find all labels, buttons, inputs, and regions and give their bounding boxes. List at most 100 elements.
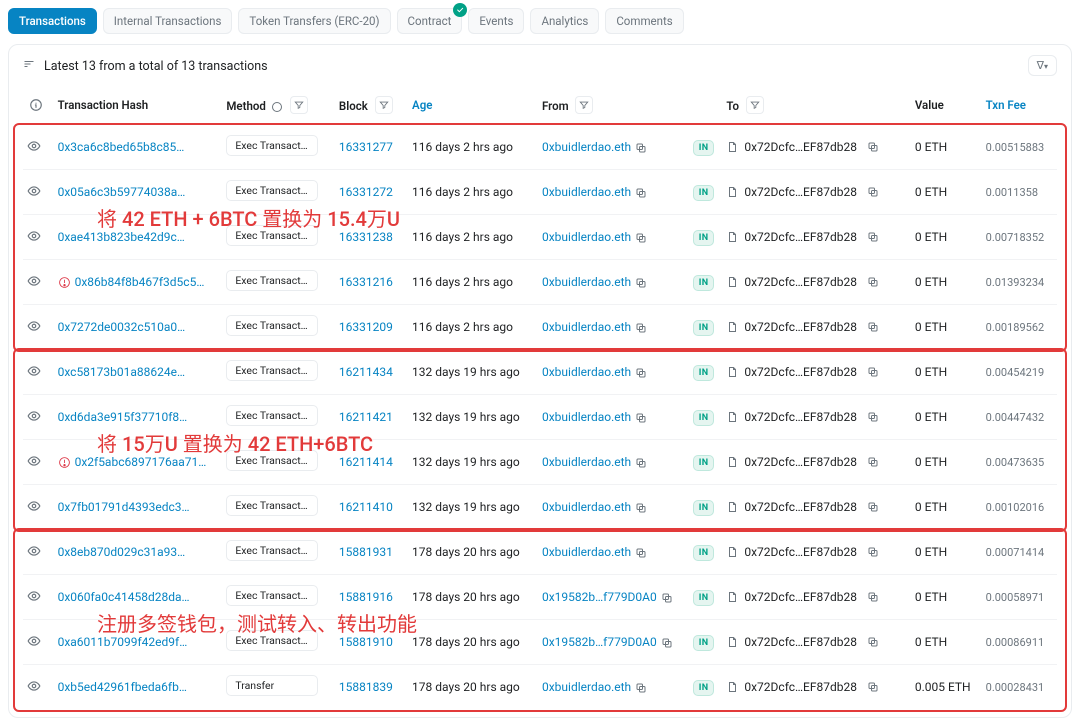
block-link[interactable]: 16331238 [339,230,393,244]
copy-icon[interactable] [867,141,879,153]
copy-icon[interactable] [867,231,879,243]
to-address[interactable]: 0x72Dcfc…EF87db28 [744,365,857,379]
copy-icon[interactable] [867,186,879,198]
from-link[interactable]: 0xbuidlerdao.eth [542,410,631,424]
copy-icon[interactable] [867,366,879,378]
copy-icon[interactable] [635,457,647,469]
method-pill[interactable]: Exec Transact… [226,270,318,291]
block-link[interactable]: 16331272 [339,185,393,199]
copy-icon[interactable] [867,321,879,333]
eye-icon[interactable] [27,229,41,243]
block-link[interactable]: 16211414 [339,455,393,469]
col-expand[interactable] [23,82,52,125]
eye-icon[interactable] [27,589,41,603]
copy-icon[interactable] [635,502,647,514]
txn-hash-link[interactable]: 0x86b84f8b467f3d5c5… [75,275,205,289]
copy-icon[interactable] [867,681,879,693]
method-pill[interactable]: Exec Transact… [226,360,318,381]
to-address[interactable]: 0x72Dcfc…EF87db28 [744,275,857,289]
from-link[interactable]: 0xbuidlerdao.eth [542,185,631,199]
from-link[interactable]: 0xbuidlerdao.eth [542,500,631,514]
copy-icon[interactable] [867,456,879,468]
from-link[interactable]: 0xbuidlerdao.eth [542,230,631,244]
tab-transactions[interactable]: Transactions [8,8,97,34]
from-link[interactable]: 0xbuidlerdao.eth [542,275,631,289]
from-link[interactable]: 0x19582b…f779D0A0 [542,590,657,604]
txn-hash-link[interactable]: 0xb5ed42961fbeda6fb… [58,680,187,694]
eye-icon[interactable] [27,544,41,558]
to-address[interactable]: 0x72Dcfc…EF87db28 [744,635,857,649]
from-link[interactable]: 0x19582b…f779D0A0 [542,635,657,649]
from-link[interactable]: 0xbuidlerdao.eth [542,140,631,154]
col-method[interactable]: Method [220,82,333,125]
from-link[interactable]: 0xbuidlerdao.eth [542,365,631,379]
txn-hash-link[interactable]: 0xa6011b7099f42ed9f… [58,635,188,649]
copy-icon[interactable] [635,412,647,424]
col-hash[interactable]: Transaction Hash [52,82,221,125]
to-address[interactable]: 0x72Dcfc…EF87db28 [744,410,857,424]
txn-hash-link[interactable]: 0xd6da3e915f37710f8… [58,410,188,424]
col-value[interactable]: Value [909,82,980,125]
block-link[interactable]: 16211434 [339,365,393,379]
tab-analytics[interactable]: Analytics [530,8,599,34]
from-link[interactable]: 0xbuidlerdao.eth [542,680,631,694]
copy-icon[interactable] [867,546,879,558]
tab-internal-transactions[interactable]: Internal Transactions [103,8,233,34]
copy-icon[interactable] [661,637,673,649]
method-pill[interactable]: Exec Transact… [226,540,318,561]
eye-icon[interactable] [27,274,41,288]
txn-hash-link[interactable]: 0x2f5abc6897176aa71… [75,455,207,469]
method-pill[interactable]: Exec Transact… [226,225,318,246]
block-link[interactable]: 16331209 [339,320,393,334]
eye-icon[interactable] [27,634,41,648]
filter-icon[interactable] [746,96,764,114]
filter-icon[interactable] [375,96,393,114]
method-pill[interactable]: Transfer [226,675,318,696]
to-address[interactable]: 0x72Dcfc…EF87db28 [744,500,857,514]
block-link[interactable]: 16211410 [339,500,393,514]
method-pill[interactable]: Exec Transact… [226,450,318,471]
col-block[interactable]: Block [333,82,406,125]
copy-icon[interactable] [661,592,673,604]
eye-icon[interactable] [27,184,41,198]
method-pill[interactable]: Exec Transact… [226,405,318,426]
tab-contract[interactable]: Contract [397,8,463,34]
tab-events[interactable]: Events [468,8,524,34]
block-link[interactable]: 15881916 [339,590,393,604]
eye-icon[interactable] [27,139,41,153]
eye-icon[interactable] [27,409,41,423]
eye-icon[interactable] [27,319,41,333]
block-link[interactable]: 16331216 [339,275,393,289]
col-age[interactable]: Age [406,82,536,125]
col-to[interactable]: To [720,82,908,125]
eye-icon[interactable] [27,364,41,378]
eye-icon[interactable] [27,679,41,693]
copy-icon[interactable] [635,142,647,154]
block-link[interactable]: 15881931 [339,545,393,559]
from-link[interactable]: 0xbuidlerdao.eth [542,320,631,334]
txn-hash-link[interactable]: 0x7272de0032c510a0… [58,320,186,334]
col-from[interactable]: From [536,82,687,125]
method-pill[interactable]: Exec Transact… [226,180,318,201]
tab-comments[interactable]: Comments [605,8,683,34]
to-address[interactable]: 0x72Dcfc…EF87db28 [744,545,857,559]
col-fee[interactable]: Txn Fee [980,82,1057,125]
copy-icon[interactable] [867,276,879,288]
to-address[interactable]: 0x72Dcfc…EF87db28 [744,230,857,244]
filter-icon[interactable] [290,96,308,114]
filter-icon[interactable] [575,96,593,114]
copy-icon[interactable] [635,547,647,559]
method-pill[interactable]: Exec Transact… [226,315,318,336]
txn-hash-link[interactable]: 0xae413b823be42d9c… [58,230,185,244]
copy-icon[interactable] [635,322,647,334]
to-address[interactable]: 0x72Dcfc…EF87db28 [744,320,857,334]
copy-icon[interactable] [867,636,879,648]
txn-hash-link[interactable]: 0x05a6c3b59774038a… [58,185,186,199]
method-pill[interactable]: Exec Transact… [226,630,318,651]
eye-icon[interactable] [27,454,41,468]
copy-icon[interactable] [635,277,647,289]
block-link[interactable]: 16331277 [339,140,393,154]
copy-icon[interactable] [635,187,647,199]
tab-token-transfers-erc-20-[interactable]: Token Transfers (ERC-20) [238,8,390,34]
from-link[interactable]: 0xbuidlerdao.eth [542,545,631,559]
